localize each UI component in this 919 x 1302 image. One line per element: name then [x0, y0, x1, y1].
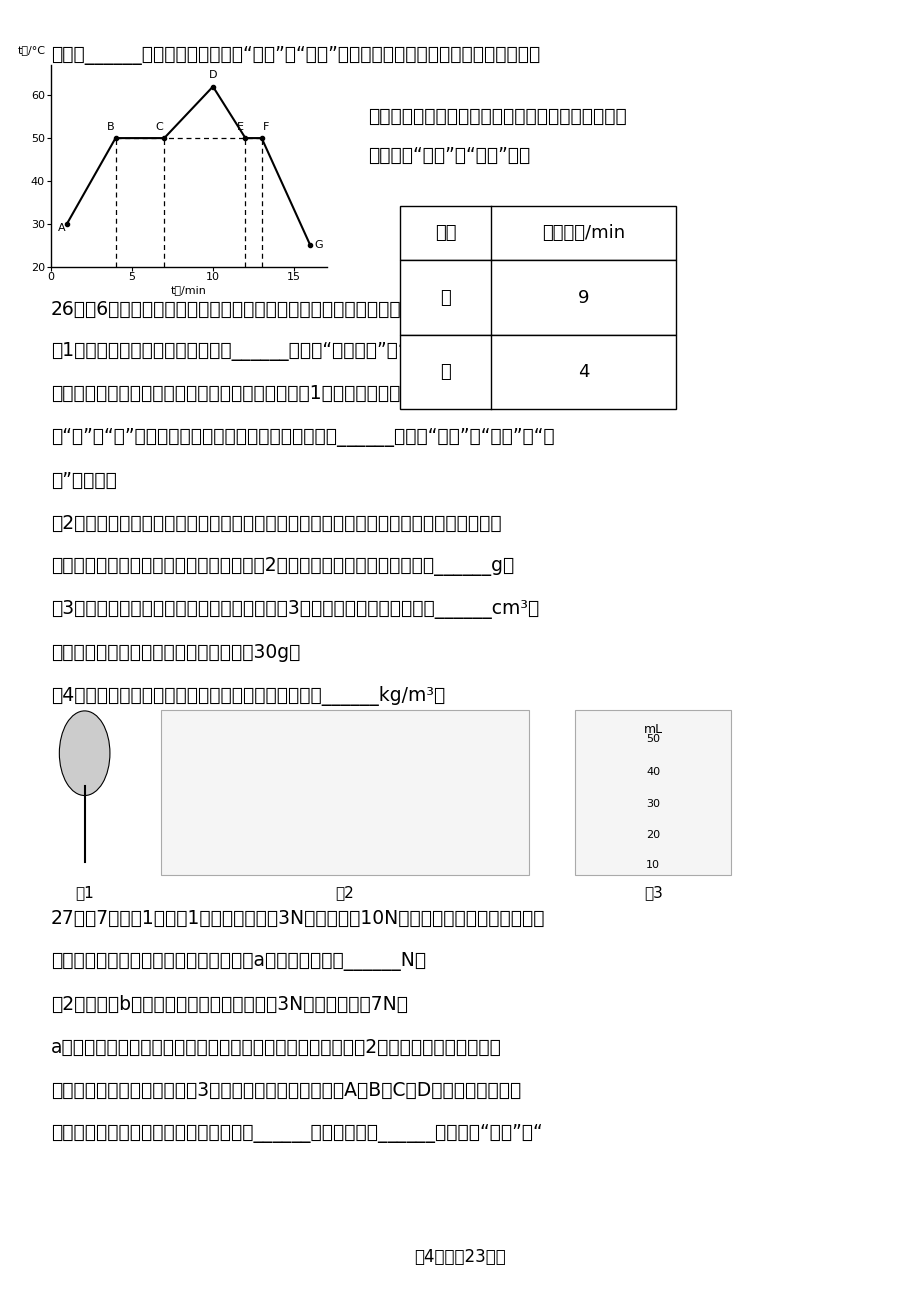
Text: D: D	[209, 70, 217, 81]
Text: 填“左”或“右”）调节使横梁平衡。天平平衡时，可看成______（选填“省力”、“费力”或“等: 填“左”或“右”）调节使横梁平衡。天平平衡时，可看成______（选填“省力”、…	[51, 428, 553, 448]
Text: E: E	[237, 121, 244, 132]
Text: 图3: 图3	[643, 885, 662, 901]
Text: 由此可知，质量相同的不同晶体熔化时吸收的热量是: 由此可知，质量相同的不同晶体熔化时吸收的热量是	[368, 107, 626, 126]
Text: 图2: 图2	[335, 885, 354, 901]
Text: （2）在分析b绳对乙的拉力时，小明认为是3N，小慧认为是7N。: （2）在分析b绳对乙的拉力时，小明认为是3N，小慧认为是7N。	[51, 995, 407, 1014]
Text: （3）将烧杯中的一部分饮料倒入量筒中。如图3所示，量筒中饮料的体积为______cm³；: （3）将烧杯中的一部分饮料倒入量筒中。如图3所示，量筒中饮料的体积为______…	[51, 600, 539, 620]
Text: 臂”）杠杆。: 臂”）杠杆。	[51, 471, 117, 491]
Text: 萂: 萂	[440, 363, 450, 380]
Ellipse shape	[59, 711, 110, 796]
Text: G: G	[313, 240, 323, 250]
Text: 绳重与摩擦）。乙静止于水平地面上，则a绳对甲的拉力为______N。: 绳重与摩擦）。乙静止于水平地面上，则a绳对甲的拉力为______N。	[51, 952, 425, 971]
Text: 30: 30	[645, 799, 660, 809]
Text: 26．（6分）为了测量某种饮料的密度，取适量这种饮料进行如下实验：: 26．（6分）为了测量某种饮料的密度，取适量这种饮料进行如下实验：	[51, 299, 424, 319]
Text: 4: 4	[577, 363, 589, 380]
Bar	[400, 206, 675, 260]
Bar	[574, 710, 731, 875]
Text: 的（选填“相同”或“不同”）。: 的（选填“相同”或“不同”）。	[368, 146, 529, 165]
Text: 持不变。由此可见，定滑轮只改变了力的______，不改变力的______（均选填“大小”或“: 持不变。由此可见，定滑轮只改变了力的______，不改变力的______（均选填…	[51, 1124, 541, 1143]
Text: 20: 20	[645, 831, 660, 840]
Text: a．小明做了以下实验：用弹簧测力计测出某物体的重力（如图2）；然后将绳子靠着定滑: a．小明做了以下实验：用弹簧测力计测出某物体的重力（如图2）；然后将绳子靠着定滑	[51, 1038, 501, 1057]
Text: 冰: 冰	[440, 289, 450, 306]
Text: 27．（7分）（1）如图1所示，甲物体重3N，乙物体重10N，用绳绕过定滑轮相连（不计: 27．（7分）（1）如图1所示，甲物体重3N，乙物体重10N，用绳绕过定滑轮相连…	[51, 909, 545, 928]
Text: B: B	[107, 121, 114, 132]
Bar	[400, 335, 675, 409]
Text: （4）根据上述实验数据计算可得，这种饮料的密度为______kg/m³。: （4）根据上述实验数据计算可得，这种饮料的密度为______kg/m³。	[51, 686, 445, 706]
Text: 萘，用______的酒精灯加热（选填“相同”或“不同”），测出它们熔化过程所用的时间如表。: 萘，用______的酒精灯加热（选填“相同”或“不同”），测出它们熔化过程所用的…	[51, 46, 539, 65]
Text: 物质: 物质	[435, 224, 456, 242]
Text: （2）把盛有适量饮料的烧杯放在天平左盘内，增减右盘的砝码，调节游码使横梁重新平衡: （2）把盛有适量饮料的烧杯放在天平左盘内，增减右盘的砝码，调节游码使横梁重新平衡	[51, 514, 501, 534]
Text: 图1: 图1	[75, 885, 94, 901]
Text: 再用天平测出烧杯和剩余饮料的总质量为30g。: 再用天平测出烧杯和剩余饮料的总质量为30g。	[51, 643, 300, 663]
X-axis label: t计/min: t计/min	[171, 285, 206, 296]
Text: 10: 10	[645, 861, 660, 870]
Text: 线处，发现指针静止时指在分度盘中线的左侧（如图1），则应将平衡螺母向______（选: 线处，发现指针静止时指在分度盘中线的左侧（如图1），则应将平衡螺母向______…	[51, 385, 513, 405]
Text: ，此时砝码质量和游码在标尺上的位置如图2所示，则烧杯和饮料的总质量为______g。: ，此时砝码质量和游码在标尺上的位置如图2所示，则烧杯和饮料的总质量为______…	[51, 557, 514, 577]
Text: C: C	[155, 121, 163, 132]
Text: mL: mL	[643, 723, 662, 736]
Text: （1）将托盘天平放在水平台上，把______（选填“平衡螺母”或“游码”）移至标尺左端零刻: （1）将托盘天平放在水平台上，把______（选填“平衡螺母”或“游码”）移至标…	[51, 342, 539, 362]
Bar	[400, 260, 675, 335]
Text: 40: 40	[645, 767, 660, 777]
Text: 9: 9	[577, 289, 589, 306]
Text: 轮（不计绳重与摩擦），如图3所示，弹簧测力计依次放在A、B、C、D位置时，其示数保: 轮（不计绳重与摩擦），如图3所示，弹簧测力计依次放在A、B、C、D位置时，其示数…	[51, 1081, 520, 1100]
Text: 熔化时间/min: 熔化时间/min	[541, 224, 625, 242]
Text: 50: 50	[645, 734, 660, 745]
Bar	[161, 710, 528, 875]
Text: F: F	[263, 121, 269, 132]
Text: t温/°C: t温/°C	[17, 46, 45, 55]
Text: A: A	[58, 223, 65, 233]
Text: 第4页（共23页）: 第4页（共23页）	[414, 1247, 505, 1266]
